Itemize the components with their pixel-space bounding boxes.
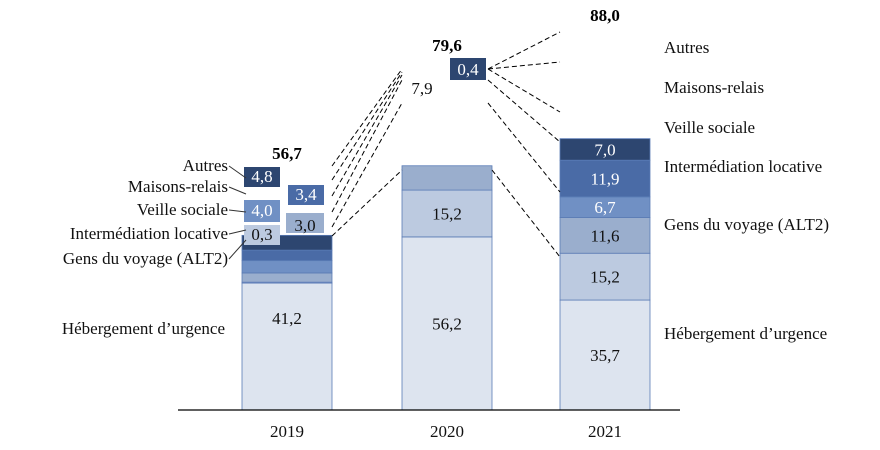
value-label-2019-hebergement: 41,2 — [272, 309, 302, 328]
leader-line-autres — [228, 165, 247, 179]
right-label-intermediation-locative: Intermédiation locative — [664, 157, 822, 176]
x-tick-2021: 2021 — [588, 422, 622, 441]
value-label-2019-veille-sociale: 4,0 — [251, 201, 272, 220]
connector-2019-2020-4 — [331, 79, 403, 213]
right-label-autres: Autres — [664, 38, 709, 57]
bar-2020-intermediation-locative — [401, 165, 493, 191]
bar-2019-hebergement-d-urgence — [241, 282, 333, 411]
x-tick-2019: 2019 — [270, 422, 304, 441]
left-series-labels: Autres Maisons-relais Veille sociale Interm… — [62, 156, 247, 338]
right-label-veille-sociale: Veille sociale — [664, 118, 755, 137]
right-label-maisons-relais: Maisons-relais — [664, 78, 764, 97]
left-label-maisons-relais: Maisons-relais — [128, 177, 228, 196]
total-label-2021: 88,0 — [590, 6, 620, 25]
connector-2020-2021-1 — [487, 31, 561, 70]
connector-2019-2020-2 — [331, 71, 403, 181]
leader-line-gens-du-voyage-alt2 — [228, 239, 247, 260]
value-label-2021-intermediation-locative: 11,6 — [590, 226, 619, 245]
right-label-gens-du-voyage-alt2: Gens du voyage (ALT2) — [664, 215, 829, 234]
total-label-2019: 56,7 — [272, 144, 302, 163]
value-label-2019-autres: 4,8 — [251, 167, 272, 186]
bar-2019-veille-sociale — [241, 260, 333, 274]
left-label-intermediation-locative: Intermédiation locative — [70, 224, 228, 243]
connector-2020-2021-6 — [491, 169, 561, 258]
leader-line-maisons-relais — [228, 186, 247, 195]
total-labels: 56,7 79,6 88,0 — [272, 6, 620, 163]
label-box-2019-autres — [244, 167, 280, 187]
bar-2019-intermediation-locative — [241, 272, 333, 283]
connector-lines — [331, 31, 561, 258]
value-label-2021-autres: 7,0 — [594, 140, 615, 159]
bar-2021-gens-du-voyage-alt2 — [559, 252, 651, 301]
connector-2019-2020-6 — [331, 169, 403, 237]
label-box-2019-veille-sociale — [244, 200, 280, 222]
bar-2020-hebergement-d-urgence — [401, 236, 493, 411]
x-tick-2020: 2020 — [430, 422, 464, 441]
connector-2020-2021-3 — [487, 68, 561, 113]
x-axis-tick-labels: 2019 2020 2021 — [270, 422, 622, 441]
connector-2019-2020-1 — [331, 68, 403, 167]
leader-line-veille-sociale — [228, 209, 247, 213]
left-label-autres: Autres — [183, 156, 228, 175]
value-label-2021-gens-du-voyage-alt2: 15,2 — [590, 268, 620, 287]
bar-2021-autres — [559, 138, 651, 161]
label-box-2019-gens-du-voyage — [244, 225, 280, 245]
label-box-2019-maisons-relais — [288, 185, 324, 205]
left-label-veille-sociale: Veille sociale — [137, 200, 228, 219]
left-label-gens-du-voyage-alt2: Gens du voyage (ALT2) — [63, 249, 228, 268]
label-box-2019-intermediation — [286, 213, 324, 233]
connector-2020-2021-2 — [487, 61, 561, 70]
value-label-2021-maisons-relais: 11,9 — [590, 170, 619, 189]
right-series-labels: Autres Maisons-relais Veille sociale Interm… — [664, 38, 829, 343]
value-label-2020-autres: 0,4 — [457, 60, 479, 79]
connector-2020-2021-4 — [487, 79, 561, 143]
bar-2020-autres — [450, 58, 486, 80]
left-label-hebergement-d-urgence: Hébergement d’urgence — [62, 319, 225, 338]
connector-2019-2020-3 — [331, 74, 403, 197]
value-label-2021-veille-sociale: 6,7 — [594, 198, 616, 217]
value-label-2019-maisons-relais: 3,4 — [295, 185, 317, 204]
value-label-2020-intermediation: 7,9 — [411, 79, 432, 98]
bar-2021-intermediation-locative — [559, 217, 651, 254]
bar-2021-maisons-relais — [559, 159, 651, 198]
value-label-2020-hebergement: 56,2 — [432, 314, 462, 333]
bar-2020-gens-du-voyage-alt2 — [401, 189, 493, 238]
value-label-2020-gens-du-voyage: 15,2 — [432, 204, 462, 223]
total-label-2020: 79,6 — [432, 36, 462, 55]
value-label-2019-intermediation: 3,0 — [294, 216, 315, 235]
bar-2019-maisons-relais — [241, 249, 333, 262]
leader-line-intermediation-locative — [228, 229, 247, 235]
value-label-2019-gens-du-voyage: 0,3 — [251, 225, 272, 244]
right-label-hebergement-d-urgence: Hébergement d’urgence — [664, 324, 827, 343]
value-label-2021-hebergement-d-urgence: 35,7 — [590, 346, 620, 365]
connector-2019-2020-5 — [331, 102, 403, 228]
bars-layer: 41,2 0,3 3,0 4,0 3,4 4,8 56,2 15,2 7,9 0,4 35,7 15,… — [241, 58, 651, 411]
connector-2020-2021-5 — [487, 102, 561, 193]
